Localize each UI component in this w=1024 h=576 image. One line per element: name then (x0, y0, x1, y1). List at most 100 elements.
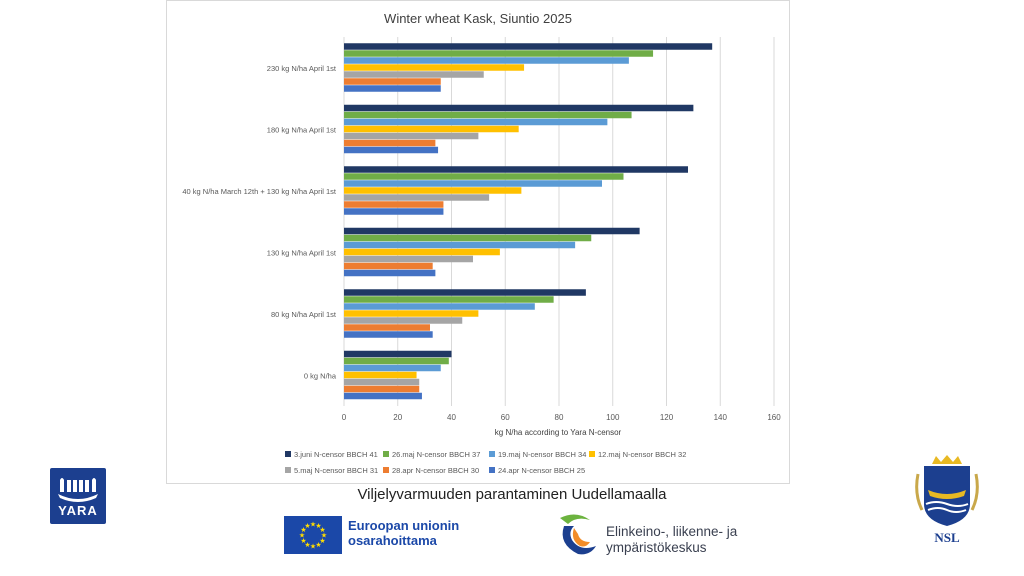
eu-star-icon: ★ (310, 543, 316, 551)
y-category-label: 40 kg N/ha March 12th + 130 kg N/ha Apri… (182, 187, 337, 196)
eu-star-icon: ★ (315, 522, 321, 530)
bar (344, 50, 654, 57)
bar (344, 85, 441, 92)
bar (344, 180, 602, 187)
bar (344, 139, 436, 147)
bar (344, 64, 525, 71)
bar (344, 317, 463, 324)
bar (344, 78, 441, 85)
eu-text-line1: Euroopan unionin (348, 518, 460, 533)
bar (344, 187, 522, 194)
x-tick-label: 160 (767, 413, 781, 422)
legend-swatch (489, 467, 495, 473)
bar (344, 194, 490, 201)
bar (344, 132, 479, 140)
bar (344, 371, 417, 379)
bar (344, 331, 433, 338)
bar-chart: Winter wheat Kask, Siuntio 2025 0 20 40 60 8… (182, 11, 781, 475)
eu-star-icon: ★ (315, 541, 321, 549)
x-tick-label: 140 (714, 413, 728, 422)
legend-swatch (285, 467, 291, 473)
ely-emblem-icon (560, 514, 596, 555)
bar (344, 241, 576, 249)
ely-centre-logo: Elinkeino-, liikenne- ja ympäristökeskus (556, 510, 756, 560)
bar (344, 350, 452, 358)
legend-swatch (285, 451, 291, 457)
y-category-label: 180 kg N/ha April 1st (267, 125, 337, 134)
bar (344, 378, 420, 386)
bar (344, 269, 436, 277)
legend-swatch (383, 451, 389, 457)
eu-star-icon: ★ (319, 537, 325, 545)
eu-star-icon: ★ (304, 522, 310, 530)
y-category-label: 230 kg N/ha April 1st (267, 64, 337, 73)
legend-swatch (489, 451, 495, 457)
eu-star-icon: ★ (300, 537, 306, 545)
bar (344, 248, 500, 256)
bar (344, 125, 519, 133)
bar (344, 385, 420, 393)
x-axis-label: kg N/ha according to Yara N-censor (495, 428, 622, 437)
bar (344, 201, 444, 208)
ely-text-line2: ympäristökeskus (606, 540, 707, 555)
x-tick-label: 100 (606, 413, 620, 422)
yara-logo: YARA (50, 468, 106, 524)
chart-frame: Winter wheat Kask, Siuntio 2025 0 20 40 60 8… (166, 0, 790, 484)
legend-label: 3.juni N-censor BBCH 41 (294, 450, 378, 459)
eu-star-icon: ★ (310, 521, 316, 529)
yara-logo-text: YARA (58, 503, 98, 518)
bar (344, 357, 449, 365)
eu-star-icon: ★ (319, 526, 325, 534)
x-tick-label: 40 (447, 413, 456, 422)
legend-label: 5.maj N-censor BBCH 31 (294, 466, 378, 475)
bar (344, 303, 535, 310)
bar (344, 208, 444, 215)
bar (344, 227, 640, 235)
nsl-logo-text: NSL (934, 530, 960, 545)
x-tick-label: 0 (342, 413, 347, 422)
eu-funding-logo: ★ ★ ★ ★ ★ ★ ★ ★ ★ ★ ★ ★ Euroopan unionin osarahoitt… (284, 516, 470, 554)
legend-label: 24.apr N-censor BBCH 25 (498, 466, 585, 475)
x-tick-label: 60 (501, 413, 510, 422)
legend-label: 28.apr N-censor BBCH 30 (392, 466, 479, 475)
x-tick-label: 80 (555, 413, 564, 422)
x-tick-label: 20 (393, 413, 402, 422)
eu-star-icon: ★ (304, 541, 310, 549)
bar (344, 111, 632, 119)
legend-swatch (383, 467, 389, 473)
y-category-label: 0 kg N/ha (304, 371, 337, 380)
bar (344, 57, 629, 64)
bar (344, 118, 608, 126)
project-title: Viljelyvarmuuden parantaminen Uudellamaa… (357, 486, 667, 503)
legend-swatch (589, 451, 595, 457)
eu-flag-icon: ★ ★ ★ ★ ★ ★ ★ ★ ★ ★ ★ ★ (284, 516, 342, 554)
bar (344, 104, 694, 112)
ely-text-line1: Elinkeino-, liikenne- ja (606, 524, 738, 539)
bar (344, 43, 713, 50)
bar (344, 146, 439, 154)
bar (344, 234, 592, 242)
x-tick-label: 120 (660, 413, 674, 422)
bar (344, 166, 688, 173)
bar (344, 364, 441, 372)
bar (344, 392, 422, 400)
legend-label: 19.maj N-censor BBCH 34 (498, 450, 586, 459)
bar (344, 255, 473, 263)
bar (344, 289, 586, 296)
eu-star-icon: ★ (300, 526, 306, 534)
legend-label: 12.maj N-censor BBCH 32 (598, 450, 686, 459)
bar (344, 296, 554, 303)
bar (344, 262, 433, 270)
eu-star-icon: ★ (299, 532, 305, 540)
bar (344, 173, 624, 180)
legend-label: 26.maj N-censor BBCH 37 (392, 450, 480, 459)
bar (344, 310, 479, 317)
bar (344, 324, 430, 331)
nsl-logo: NSL (912, 454, 982, 550)
viking-ship-icon (58, 478, 98, 502)
eu-text-line2: osarahoittama (348, 533, 437, 548)
y-category-label: 130 kg N/ha April 1st (267, 248, 337, 257)
y-category-label: 80 kg N/ha April 1st (271, 310, 337, 319)
eu-star-icon: ★ (321, 532, 327, 540)
bar (344, 71, 484, 78)
